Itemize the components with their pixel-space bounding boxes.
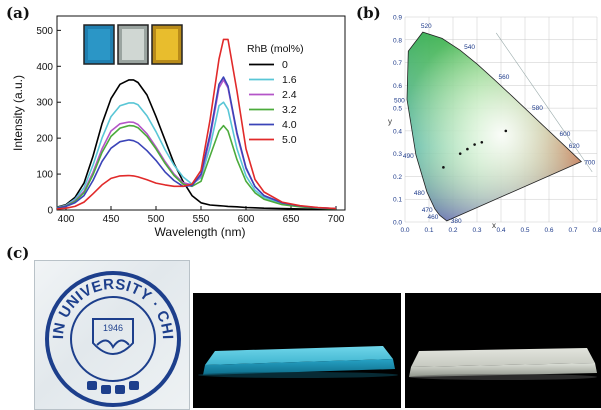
cie-y-tick-label: 0.6 (393, 83, 402, 90)
legend-entry: 3.2 (282, 104, 297, 116)
chromaticity-point (458, 152, 462, 155)
cie-chromaticity-diagram: 0.0 0.1 0.2 0.3 0.4 0.5 0.6 0.7 0.8 0.0 0.1 0.2 0.3 0… (388, 15, 601, 235)
emblem-year: 1946 (103, 323, 123, 333)
legend-title: RhB (mol%) (247, 43, 304, 55)
cie-x-tick-label: 0.6 (544, 227, 553, 234)
x-tick-label: 450 (103, 214, 120, 225)
panel-a-label: (a) (6, 4, 30, 22)
legend-entry: 1.6 (282, 74, 297, 86)
locus-label-580: 580 (532, 105, 543, 112)
locus-label-500: 500 (394, 97, 405, 104)
chromaticity-point (473, 143, 476, 146)
cie-x-tick-label: 0.1 (424, 227, 433, 234)
y-tick-label: 100 (36, 170, 53, 181)
locus-label-460: 460 (428, 214, 439, 221)
cie-y-tick-label: 0.2 (393, 174, 402, 181)
emblem: JILIN UNIVERSITY · CHINA 1946 (35, 261, 181, 407)
locus-label-380: 380 (451, 218, 462, 225)
locus-label-700: 700 (584, 160, 595, 167)
x-tick-label: 500 (148, 214, 165, 225)
cie-ticks: 0.0 0.1 0.2 0.3 0.4 0.5 0.6 0.7 0.8 0.0 0.1 0.2 0.3 0… (393, 15, 601, 235)
y-tick-label: 200 (36, 134, 53, 145)
cie-x-tick-label: 0.0 (400, 227, 409, 234)
cie-y-tick-label: 0.0 (393, 220, 402, 227)
x-axis-label: Wavelength (nm) (155, 225, 246, 239)
chromaticity-point (442, 166, 445, 169)
cie-y-tick-label: 0.9 (393, 15, 402, 22)
x-tick-label: 600 (238, 214, 255, 225)
locus-label-540: 540 (464, 44, 475, 51)
locus-label-480: 480 (414, 190, 425, 197)
cie-y-tick-label: 0.7 (393, 60, 402, 67)
series-line-5.0 (56, 38, 337, 210)
gamut-fill (407, 32, 582, 221)
locus-label-560: 560 (499, 74, 510, 81)
legend: RhB (mol%) 0 1.6 2.4 3.2 4.0 5.0 (247, 43, 304, 146)
emblem-chinese-characters (87, 381, 139, 394)
cie-y-tick-label: 0.4 (393, 128, 402, 135)
x-tick-label: 400 (58, 214, 75, 225)
cie-x-tick-label: 0.3 (472, 227, 481, 234)
locus-label-620: 620 (569, 143, 580, 150)
cie-x-tick-label: 0.2 (448, 227, 457, 234)
panel-c-label: (c) (6, 244, 30, 262)
chromaticity-point (466, 147, 469, 151)
emission-spectra-chart: 400 450 500 550 600 650 700 0 100 200 300 400 500 R… (11, 15, 346, 239)
cie-x-tick-label: 0.7 (568, 227, 577, 234)
x-tick-label: 550 (193, 214, 210, 225)
legend-entry: 2.4 (282, 89, 297, 101)
series-lines (56, 38, 337, 211)
locus-label-520: 520 (421, 23, 432, 30)
series-line-1.6 (56, 101, 337, 210)
y-ticks: 0 100 200 300 400 500 (36, 26, 61, 217)
cie-y-label: y (388, 117, 392, 126)
photo-white-glass-slab (405, 293, 601, 408)
locus-label-600: 600 (559, 131, 570, 138)
cie-y-tick-label: 0.3 (393, 151, 402, 158)
y-tick-label: 400 (36, 62, 53, 73)
photo-blue-glass-slab (193, 293, 401, 408)
y-axis-label: Intensity (a.u.) (11, 75, 25, 151)
chromaticity-point (504, 129, 508, 133)
cie-y-tick-label: 0.1 (393, 197, 402, 204)
photo-transparent-glass-emblem: JILIN UNIVERSITY · CHINA 1946 (34, 260, 190, 410)
y-tick-label: 0 (47, 206, 53, 217)
x-tick-label: 650 (283, 214, 300, 225)
chromaticity-points (442, 129, 508, 169)
cie-y-tick-label: 0.5 (393, 106, 402, 113)
locus-label-470: 470 (422, 207, 433, 214)
cie-x-label: x (492, 221, 496, 230)
legend-entry: 0 (282, 59, 288, 71)
cie-y-tick-label: 0.8 (393, 37, 402, 44)
x-tick-label: 700 (328, 214, 345, 225)
y-tick-label: 500 (36, 26, 53, 37)
chromaticity-point (480, 140, 484, 144)
cie-x-tick-label: 0.5 (520, 227, 529, 234)
cie-x-tick-label: 0.4 (496, 227, 505, 234)
panel-b-label: (b) (356, 4, 381, 22)
cie-x-tick-label: 0.8 (592, 227, 601, 234)
series-line-4.0 (56, 76, 337, 210)
legend-entry: 5.0 (282, 134, 297, 146)
locus-label-490: 490 (403, 153, 414, 160)
spectral-locus (406, 31, 583, 222)
series-line-3.2 (56, 124, 337, 210)
legend-entry: 4.0 (282, 119, 297, 131)
y-tick-label: 300 (36, 98, 53, 109)
sample-vials-inset (83, 24, 183, 65)
